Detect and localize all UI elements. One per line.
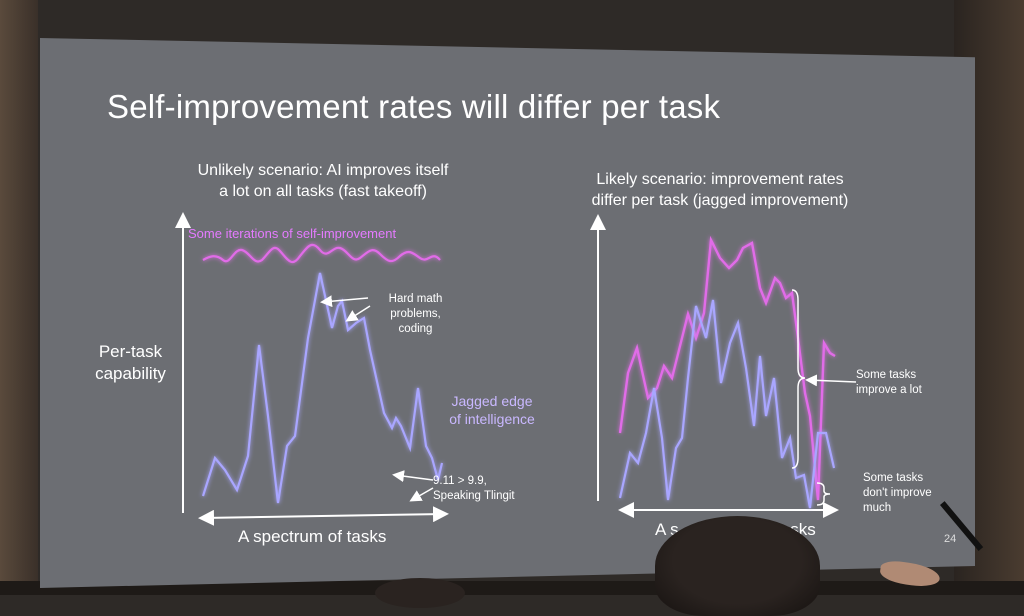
improve-a-lot-annotation: Some tasks improve a lot	[856, 368, 941, 398]
hard-math-annotation: Hard math problems, coding	[373, 292, 458, 337]
iterations-squiggle	[203, 245, 440, 262]
easy-fail-line2: Speaking Tlingit	[433, 489, 533, 504]
hard-math-line3: coding	[373, 322, 458, 337]
improve-lot-line1: Some tasks	[856, 368, 941, 383]
iterations-label: Some iterations of self-improvement	[188, 226, 396, 241]
left-panel-subtitle: Unlikely scenario: AI improves itself a …	[168, 160, 478, 202]
slide-title: Self-improvement rates will differ per t…	[107, 88, 720, 126]
y-axis-label-line2: capability	[78, 363, 183, 385]
jagged-line1: Jagged edge	[437, 392, 547, 410]
audience-head	[655, 516, 820, 616]
y-axis-label: Per-task capability	[78, 341, 183, 385]
improve-a-lot-bracket	[792, 290, 856, 468]
right-original-line	[620, 300, 834, 508]
right-subtitle-line2: differ per task (jagged improvement)	[570, 190, 870, 211]
room-wall-left	[0, 0, 38, 595]
not-much-line1: Some tasks	[863, 471, 948, 486]
hard-math-line1: Hard math	[373, 292, 458, 307]
dont-improve-annotation: Some tasks don't improve much	[863, 471, 948, 516]
improve-lot-line2: improve a lot	[856, 383, 941, 398]
jagged-line2: of intelligence	[437, 410, 547, 428]
not-much-line3: much	[863, 501, 948, 516]
right-panel-subtitle: Likely scenario: improvement rates diffe…	[570, 169, 870, 211]
easy-fail-line1: 9.11 > 9.9,	[433, 474, 533, 489]
jagged-edge-annotation: Jagged edge of intelligence	[437, 392, 547, 428]
audience-head-left	[375, 578, 465, 608]
not-much-line2: don't improve	[863, 486, 948, 501]
right-subtitle-line1: Likely scenario: improvement rates	[570, 169, 870, 190]
left-subtitle-line2: a lot on all tasks (fast takeoff)	[168, 181, 478, 202]
left-subtitle-line1: Unlikely scenario: AI improves itself	[168, 160, 478, 181]
right-improved-line	[620, 240, 835, 500]
left-x-axis-label: A spectrum of tasks	[238, 527, 386, 547]
y-axis-label-line1: Per-task	[78, 341, 183, 363]
easy-fail-arrows	[395, 475, 433, 500]
hard-math-line2: problems,	[373, 307, 458, 322]
left-x-axis	[202, 514, 445, 518]
easy-fail-annotation: 9.11 > 9.9, Speaking Tlingit	[433, 474, 533, 504]
page-number: 24	[944, 533, 956, 545]
